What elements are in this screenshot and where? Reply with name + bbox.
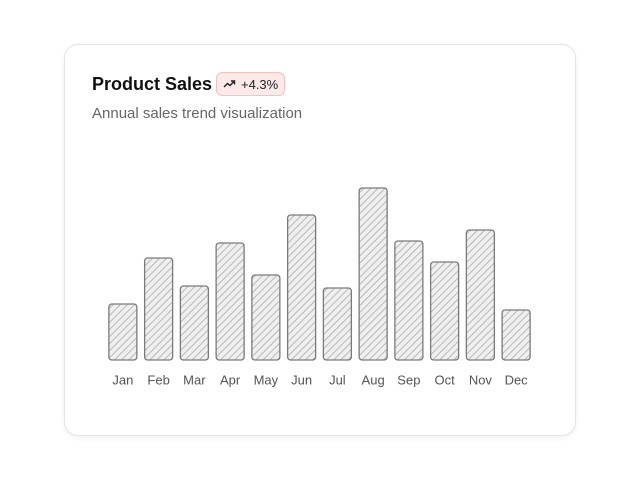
x-tick-label: Jan <box>112 372 133 387</box>
bar <box>251 274 281 361</box>
bar <box>429 261 460 361</box>
x-tick-label: Nov <box>469 372 493 387</box>
x-tick-label: Sep <box>397 372 420 387</box>
card-subtitle: Annual sales trend visualization <box>92 105 303 122</box>
bar <box>286 214 317 361</box>
x-tick-label: Apr <box>220 372 241 387</box>
bar <box>322 287 353 361</box>
bar <box>358 187 388 361</box>
bar <box>108 303 138 361</box>
bar <box>179 285 210 361</box>
bar <box>394 240 424 361</box>
x-tick-label: Aug <box>362 372 385 387</box>
bar <box>215 242 245 361</box>
bar <box>501 309 531 361</box>
bar <box>465 229 496 361</box>
trend-badge: +4.3% <box>216 72 286 96</box>
x-tick-label: Jun <box>291 372 312 387</box>
trend-icon <box>223 80 236 88</box>
card-title: Product Sales <box>92 74 213 94</box>
x-tick-label: Jul <box>329 372 346 387</box>
x-tick-label: Feb <box>147 372 169 387</box>
x-tick-label: Oct <box>435 372 456 387</box>
x-tick-label: Mar <box>183 372 206 387</box>
bar <box>143 257 174 361</box>
badge-text: +4.3% <box>241 76 279 92</box>
x-tick-label: Dec <box>505 372 529 387</box>
x-tick-label: May <box>254 372 279 387</box>
